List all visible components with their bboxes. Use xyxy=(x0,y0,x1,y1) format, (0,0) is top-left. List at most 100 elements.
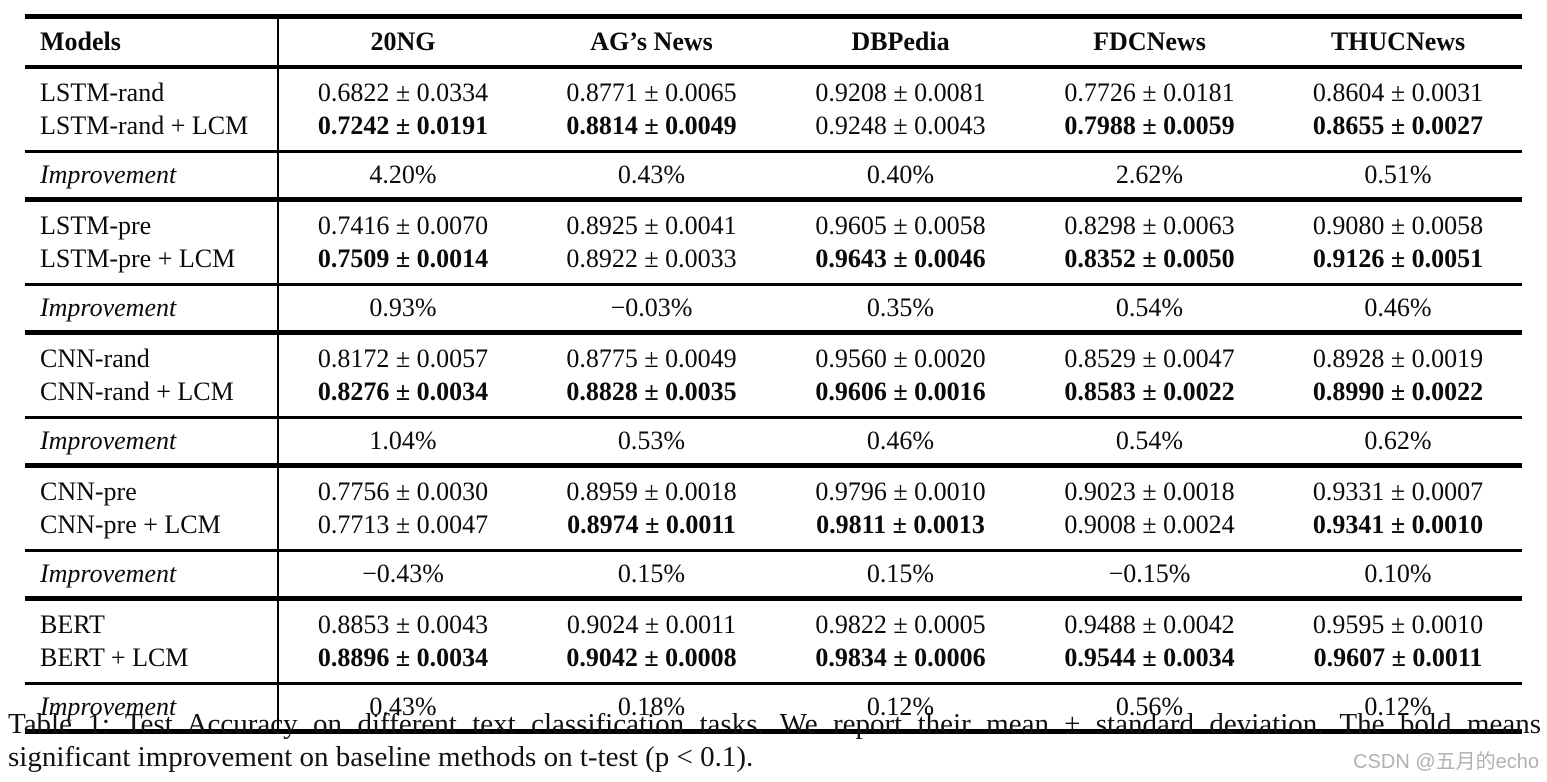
accuracy-value: 0.8925 ± 0.0041 xyxy=(566,210,737,240)
improvement-value: −0.43% xyxy=(278,549,527,601)
improvement-value: 1.04% xyxy=(278,416,527,468)
improvement-row: Improvement 0.93% −0.03% 0.35% 0.54% 0.46% xyxy=(25,283,1522,335)
accuracy-value: 0.9605 ± 0.0058 xyxy=(815,210,986,240)
accuracy-value: 0.8172 ± 0.0057 xyxy=(317,343,489,373)
header-row: Models 20NG AG’s News DBPedia FDCNews TH… xyxy=(25,16,1522,69)
improvement-value: 0.12% xyxy=(776,682,1025,734)
accuracy-value: 0.9126 ± 0.0051 xyxy=(1312,243,1484,273)
improvement-value: −0.03% xyxy=(527,283,776,335)
improvement-value: 0.10% xyxy=(1274,549,1522,601)
accuracy-value: 0.9796 ± 0.0010 xyxy=(815,476,986,506)
improvement-value: 0.54% xyxy=(1025,283,1274,335)
improvement-value: 0.12% xyxy=(1274,682,1522,734)
caption-line-2: significant improvement on baseline meth… xyxy=(8,741,754,773)
improvement-value: 0.54% xyxy=(1025,416,1274,468)
accuracy-value: 0.9607 ± 0.0011 xyxy=(1313,642,1483,672)
improvement-label: Improvement xyxy=(25,549,279,601)
model-row: CNN-rand 0.8172 ± 0.0057 0.8775 ± 0.0049 0.… xyxy=(25,332,1522,375)
accuracy-value: 0.7509 ± 0.0014 xyxy=(317,243,489,273)
accuracy-value: 0.7242 ± 0.0191 xyxy=(317,110,489,140)
table-body: LSTM-rand 0.6822 ± 0.0334 0.8771 ± 0.0065 0… xyxy=(25,67,1522,734)
improvement-value: 2.62% xyxy=(1025,150,1274,202)
accuracy-value: 0.9488 ± 0.0042 xyxy=(1064,609,1235,639)
model-row: LSTM-pre + LCM 0.7509 ± 0.0014 0.8922 ± 0.… xyxy=(25,242,1522,285)
improvement-row: Improvement 1.04% 0.53% 0.46% 0.54% 0.62% xyxy=(25,416,1522,468)
accuracy-value: 0.9643 ± 0.0046 xyxy=(815,243,986,273)
accuracy-value: 0.9023 ± 0.0018 xyxy=(1064,476,1235,506)
accuracy-value: 0.8771 ± 0.0065 xyxy=(566,77,737,107)
accuracy-value: 0.8298 ± 0.0063 xyxy=(1064,210,1235,240)
column-header-thucnews: THUCNews xyxy=(1274,16,1522,69)
accuracy-value: 0.9606 ± 0.0016 xyxy=(815,376,986,406)
table-caption: Table 1: Test Accuracy on different text… xyxy=(8,708,1541,774)
accuracy-value: 0.9811 ± 0.0013 xyxy=(816,509,985,539)
accuracy-value: 0.8276 ± 0.0034 xyxy=(317,376,489,406)
improvement-value: 0.46% xyxy=(1274,283,1522,335)
accuracy-value: 0.8959 ± 0.0018 xyxy=(566,476,737,506)
improvement-label: Improvement xyxy=(25,150,279,202)
improvement-value: 0.43% xyxy=(527,150,776,202)
improvement-row: Improvement 0.43% 0.18% 0.12% 0.56% 0.12% xyxy=(25,682,1522,734)
accuracy-value: 0.9560 ± 0.0020 xyxy=(815,343,986,373)
model-row: LSTM-rand 0.6822 ± 0.0334 0.8771 ± 0.0065 0… xyxy=(25,67,1522,109)
model-row: BERT 0.8853 ± 0.0043 0.9024 ± 0.0011 0.9822… xyxy=(25,598,1522,641)
model-name: LSTM-rand xyxy=(25,67,279,109)
improvement-value: 0.46% xyxy=(776,416,1025,468)
accuracy-value: 0.9080 ± 0.0058 xyxy=(1312,210,1484,240)
model-name: CNN-rand xyxy=(25,332,279,375)
accuracy-value: 0.8990 ± 0.0022 xyxy=(1312,376,1484,406)
accuracy-value: 0.8814 ± 0.0049 xyxy=(566,110,737,140)
column-header-models: Models xyxy=(25,16,279,69)
model-name: CNN-rand + LCM xyxy=(25,375,279,418)
accuracy-value: 0.9248 ± 0.0043 xyxy=(815,110,986,140)
model-name: CNN-pre xyxy=(25,465,279,508)
accuracy-value: 0.9544 ± 0.0034 xyxy=(1064,642,1235,672)
accuracy-value: 0.9024 ± 0.0011 xyxy=(566,609,737,639)
column-header-20ng: 20NG xyxy=(278,16,527,69)
accuracy-value: 0.8828 ± 0.0035 xyxy=(566,376,737,406)
model-row: CNN-pre + LCM 0.7713 ± 0.0047 0.8974 ± 0.0… xyxy=(25,508,1522,551)
improvement-value: 4.20% xyxy=(278,150,527,202)
improvement-value: 0.35% xyxy=(776,283,1025,335)
accuracy-value: 0.8583 ± 0.0022 xyxy=(1064,376,1235,406)
accuracy-value: 0.6822 ± 0.0334 xyxy=(317,77,489,107)
accuracy-value: 0.9834 ± 0.0006 xyxy=(815,642,986,672)
model-name: LSTM-pre + LCM xyxy=(25,242,279,285)
column-header-ags-news: AG’s News xyxy=(527,16,776,69)
accuracy-value: 0.9208 ± 0.0081 xyxy=(815,77,986,107)
improvement-value: 0.51% xyxy=(1274,150,1522,202)
model-name: BERT + LCM xyxy=(25,641,279,684)
improvement-label: Improvement xyxy=(25,283,279,335)
accuracy-value: 0.8928 ± 0.0019 xyxy=(1312,343,1484,373)
improvement-value: 0.62% xyxy=(1274,416,1522,468)
improvement-label: Improvement xyxy=(25,416,279,468)
caption-line-1: Table 1: Test Accuracy on different text… xyxy=(8,708,1541,740)
improvement-value: 0.18% xyxy=(527,682,776,734)
model-row: BERT + LCM 0.8896 ± 0.0034 0.9042 ± 0.0008… xyxy=(25,641,1522,684)
accuracy-value: 0.9341 ± 0.0010 xyxy=(1312,509,1484,539)
improvement-value: 0.53% xyxy=(527,416,776,468)
improvement-row: Improvement −0.43% 0.15% 0.15% −0.15% 0.10% xyxy=(25,549,1522,601)
improvement-value: 0.56% xyxy=(1025,682,1274,734)
accuracy-value: 0.7756 ± 0.0030 xyxy=(317,476,489,506)
accuracy-value: 0.8655 ± 0.0027 xyxy=(1312,110,1484,140)
accuracy-value: 0.9008 ± 0.0024 xyxy=(1064,509,1235,539)
improvement-value: 0.15% xyxy=(527,549,776,601)
model-row: LSTM-rand + LCM 0.7242 ± 0.0191 0.8814 ± 0… xyxy=(25,109,1522,152)
improvement-value: 0.93% xyxy=(278,283,527,335)
accuracy-value: 0.8352 ± 0.0050 xyxy=(1064,243,1235,273)
improvement-value: 0.40% xyxy=(776,150,1025,202)
improvement-value: 0.43% xyxy=(278,682,527,734)
accuracy-value: 0.8529 ± 0.0047 xyxy=(1064,343,1235,373)
model-row: CNN-pre 0.7756 ± 0.0030 0.8959 ± 0.0018 0.9… xyxy=(25,465,1522,508)
accuracy-value: 0.8853 ± 0.0043 xyxy=(317,609,489,639)
accuracy-value: 0.8775 ± 0.0049 xyxy=(566,343,737,373)
accuracy-value: 0.7726 ± 0.0181 xyxy=(1064,77,1235,107)
accuracy-value: 0.9042 ± 0.0008 xyxy=(566,642,737,672)
column-header-dbpedia: DBPedia xyxy=(776,16,1025,69)
improvement-value: 0.15% xyxy=(776,549,1025,601)
csdn-watermark: CSDN @五月的echo xyxy=(1353,751,1539,773)
accuracy-value: 0.9822 ± 0.0005 xyxy=(815,609,986,639)
model-name: LSTM-rand + LCM xyxy=(25,109,279,152)
improvement-row: Improvement 4.20% 0.43% 0.40% 2.62% 0.51% xyxy=(25,150,1522,202)
